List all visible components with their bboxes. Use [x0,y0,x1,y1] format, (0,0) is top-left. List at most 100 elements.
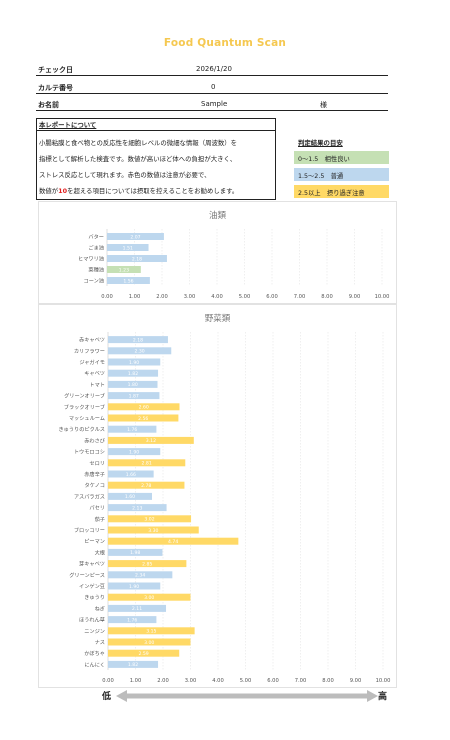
bar [108,403,180,411]
threshold-value: 10 [58,187,68,195]
vegetable-chart-panel: 野菜類 0.00 1.00 2.00 3.00 4.00 5.00 6.00 7.00 8.00… [38,304,397,688]
category-label: ブラックオリーブ [64,403,105,411]
oil-chart-title: 油類 [208,211,226,221]
bar [107,266,141,273]
data-label: 2.18 [132,256,142,262]
bar [108,459,186,467]
karte-value: 0 [211,83,216,91]
data-label: 3.00 [144,595,154,601]
honorific: 様 [320,101,327,109]
x-tick-label: 7.00 [294,294,306,300]
oil-chart-panel: 油類 0.00 1.00 2.00 3.00 4.00 5.00 6.00 7.00 8.00 9… [38,201,397,304]
category-label: ピーマン [84,538,105,545]
data-label: 2.78 [141,483,151,489]
category-label: 大根 [95,548,105,556]
category-label: グリーンピース [69,571,105,579]
data-label: 2.34 [135,573,145,579]
data-label: 2.18 [133,337,143,343]
report-line-3: ストレス反応として現れます。赤色の数値は注意が必要で、 [39,171,211,179]
check-date-row: チェック日 2026/1/20 [36,64,388,76]
bar [108,526,199,534]
bar [108,470,154,478]
bar [108,593,191,601]
scale-high-label: 高 [378,692,388,702]
data-label: 3.15 [146,629,156,635]
guide-good: 0～1.5 相性良い [294,151,389,164]
data-label: 2.56 [138,416,148,422]
x-tick-label: 5.00 [239,294,251,300]
category-label: コーン油 [84,277,105,285]
name-row: お名前 Sample 様 [36,99,388,111]
vegetable-chart: 0.00 1.00 2.00 3.00 4.00 5.00 6.00 7.00 8.00 9.00… [58,332,391,684]
x-tick-label: 2.00 [157,678,169,684]
data-label: 2.60 [139,405,149,411]
guide-title: 判定結果の目安 [298,139,343,147]
data-label: 1.82 [128,662,138,668]
bar [108,560,187,568]
data-label: 1.90 [129,584,139,590]
bar [108,548,163,556]
bar [108,604,167,612]
bar [108,660,159,668]
bar [107,233,164,240]
category-label: ニンジン [84,628,105,635]
bar [108,627,195,635]
x-tick-label: 6.00 [266,294,278,300]
x-tick-label: 9.00 [350,678,362,684]
bar [108,414,179,422]
bar [108,481,185,489]
name-value: Sample [201,100,228,108]
x-tick-label: 9.00 [349,294,361,300]
category-label: バター [88,233,104,241]
category-label: 菜種油 [88,266,104,274]
x-tick-label: 4.00 [211,294,223,300]
data-label: 1.87 [129,393,139,399]
data-label: 1.90 [129,360,139,366]
bar [108,638,191,646]
bar [108,537,239,545]
category-label: トウモロコシ [74,448,105,456]
data-label: 2.11 [132,606,142,612]
bar [108,448,161,456]
category-label: ごま油 [88,244,104,252]
category-label: タケノコ [85,481,105,489]
bar [108,358,161,366]
data-label: 3.12 [146,438,156,444]
x-tick-label: 8.00 [322,678,334,684]
bar [108,616,157,624]
data-label: 1.82 [128,371,138,377]
category-label: トマト [89,381,105,388]
category-label: アスパラガス [74,492,105,500]
category-label: 芽キャベツ [79,560,105,568]
data-label: 2.59 [138,651,148,657]
x-tick-label: 5.00 [240,678,252,684]
report-heading: 本レポートについて [39,121,97,129]
bar [108,347,172,355]
scale-arrow [116,690,378,702]
x-tick-label: 3.00 [185,678,197,684]
category-label: きゅうりのピクルス [58,426,105,433]
data-label: 1.90 [129,449,139,455]
category-label: ブロッコリー [74,526,105,534]
karte-row: カルテ番号 0 [36,82,388,94]
check-date-value: 2026/1/20 [196,65,232,73]
bar [108,649,180,657]
x-tick-label: 10.00 [375,294,390,300]
category-label: ねぎ [95,604,105,612]
report-line-1: 小腸粘膜と食べ物との反応性を細胞レベルの微細な情報（周波数）を [39,139,238,147]
check-date-label: チェック日 [38,66,73,74]
bar [108,571,173,579]
bar [107,255,167,262]
guide-caution: 2.5以上 摂り過ぎ注意 [294,185,389,198]
category-label: にんにく [84,661,105,668]
bar [108,436,194,444]
x-tick-label: 10.00 [376,678,391,684]
bar [108,504,167,512]
vegetable-chart-title: 野菜類 [204,314,231,324]
category-label: 赤わさび [84,436,106,444]
category-label: ナス [95,639,105,646]
bar [107,277,150,284]
x-tick-label: 3.00 [184,294,196,300]
data-label: 3.02 [144,517,154,523]
data-label: 2.07 [130,234,140,240]
